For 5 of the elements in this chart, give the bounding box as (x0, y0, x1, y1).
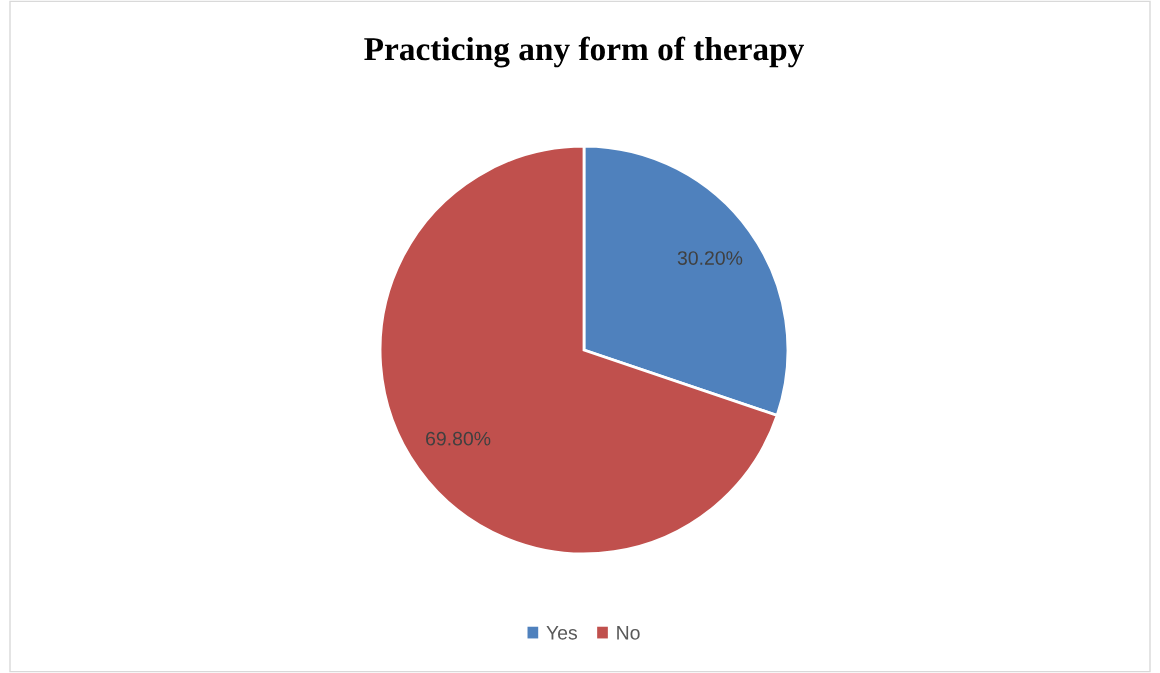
legend-label: Yes (546, 626, 578, 640)
data-label: 30.20% (677, 251, 743, 265)
data-label: 69.80% (426, 431, 491, 446)
legend-label: No (617, 626, 640, 640)
chart-title: Practicing any form of therapy (364, 36, 804, 68)
